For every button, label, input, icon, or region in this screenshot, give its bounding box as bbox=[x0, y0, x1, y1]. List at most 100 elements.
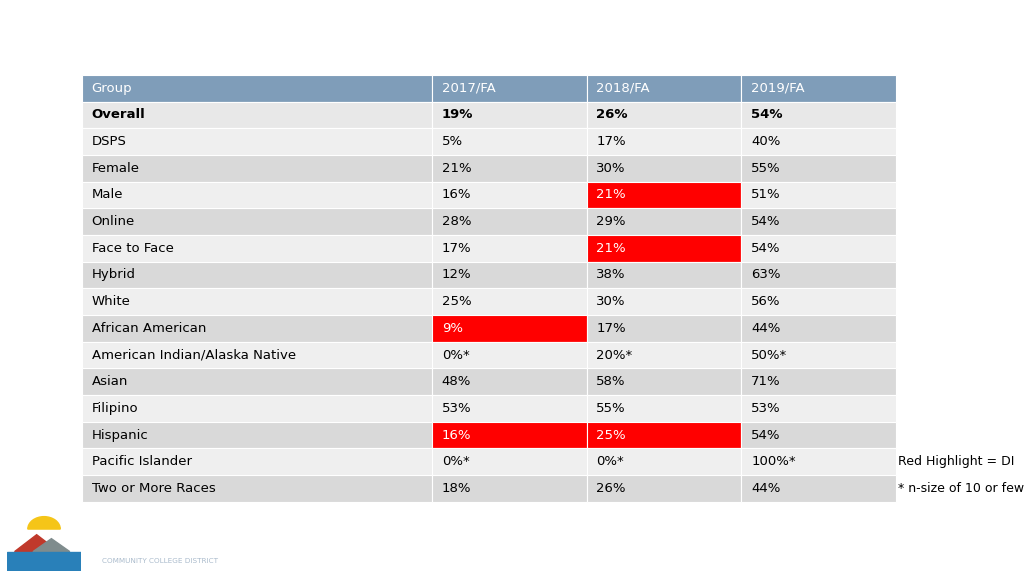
Text: 44%: 44% bbox=[751, 482, 780, 495]
FancyBboxPatch shape bbox=[82, 289, 432, 315]
FancyBboxPatch shape bbox=[432, 128, 587, 155]
FancyBboxPatch shape bbox=[587, 289, 741, 315]
FancyBboxPatch shape bbox=[82, 395, 432, 422]
FancyBboxPatch shape bbox=[587, 262, 741, 289]
FancyBboxPatch shape bbox=[432, 235, 587, 262]
Text: 50%*: 50%* bbox=[751, 348, 787, 362]
FancyBboxPatch shape bbox=[587, 342, 741, 369]
FancyBboxPatch shape bbox=[741, 448, 896, 475]
Text: Face to Face: Face to Face bbox=[92, 242, 173, 255]
FancyBboxPatch shape bbox=[587, 422, 741, 448]
Text: 25%: 25% bbox=[441, 295, 471, 308]
FancyBboxPatch shape bbox=[741, 75, 896, 101]
FancyBboxPatch shape bbox=[82, 342, 432, 369]
Text: 21%: 21% bbox=[596, 242, 626, 255]
Text: COMMUNITY COLLEGE DISTRICT: COMMUNITY COLLEGE DISTRICT bbox=[102, 558, 218, 564]
FancyBboxPatch shape bbox=[587, 475, 741, 502]
Text: 55%: 55% bbox=[596, 402, 626, 415]
FancyBboxPatch shape bbox=[587, 235, 741, 262]
Text: White: White bbox=[92, 295, 131, 308]
Wedge shape bbox=[28, 517, 60, 529]
Text: 5%: 5% bbox=[441, 135, 463, 148]
Text: 71%: 71% bbox=[751, 375, 780, 388]
Text: 2019/FA: 2019/FA bbox=[751, 82, 805, 94]
FancyBboxPatch shape bbox=[432, 315, 587, 342]
FancyBboxPatch shape bbox=[741, 422, 896, 448]
Text: 20%*: 20%* bbox=[596, 348, 633, 362]
FancyBboxPatch shape bbox=[741, 342, 896, 369]
FancyBboxPatch shape bbox=[432, 448, 587, 475]
FancyBboxPatch shape bbox=[82, 181, 432, 209]
FancyBboxPatch shape bbox=[741, 369, 896, 395]
FancyBboxPatch shape bbox=[741, 209, 896, 235]
FancyBboxPatch shape bbox=[82, 369, 432, 395]
Text: 28%: 28% bbox=[441, 215, 471, 228]
Text: 30%: 30% bbox=[596, 162, 626, 175]
Text: American Indian/Alaska Native: American Indian/Alaska Native bbox=[92, 348, 296, 362]
Text: Pacific Islander: Pacific Islander bbox=[92, 455, 191, 468]
FancyBboxPatch shape bbox=[587, 101, 741, 128]
FancyBboxPatch shape bbox=[432, 342, 587, 369]
Bar bbox=[7, 552, 81, 571]
FancyBboxPatch shape bbox=[82, 209, 432, 235]
Text: 16%: 16% bbox=[441, 429, 471, 442]
Text: 55%: 55% bbox=[751, 162, 780, 175]
Text: 100%*: 100%* bbox=[751, 455, 796, 468]
FancyBboxPatch shape bbox=[741, 475, 896, 502]
FancyBboxPatch shape bbox=[82, 155, 432, 181]
FancyBboxPatch shape bbox=[741, 289, 896, 315]
Text: 44%: 44% bbox=[751, 322, 780, 335]
FancyBboxPatch shape bbox=[82, 262, 432, 289]
FancyBboxPatch shape bbox=[587, 128, 741, 155]
FancyBboxPatch shape bbox=[82, 475, 432, 502]
Text: 38%: 38% bbox=[596, 268, 626, 282]
Text: 17%: 17% bbox=[596, 322, 626, 335]
FancyBboxPatch shape bbox=[587, 75, 741, 101]
FancyBboxPatch shape bbox=[82, 128, 432, 155]
FancyBboxPatch shape bbox=[432, 209, 587, 235]
FancyBboxPatch shape bbox=[741, 395, 896, 422]
Text: * n-size of 10 or fewer: * n-size of 10 or fewer bbox=[898, 482, 1024, 495]
FancyBboxPatch shape bbox=[432, 262, 587, 289]
FancyBboxPatch shape bbox=[82, 235, 432, 262]
Text: 18%: 18% bbox=[441, 482, 471, 495]
FancyBboxPatch shape bbox=[432, 475, 587, 502]
Text: 21%: 21% bbox=[441, 162, 471, 175]
FancyBboxPatch shape bbox=[741, 101, 896, 128]
Text: 51%: 51% bbox=[751, 188, 780, 202]
Text: 25%: 25% bbox=[596, 429, 626, 442]
FancyBboxPatch shape bbox=[82, 101, 432, 128]
Text: African American: African American bbox=[92, 322, 206, 335]
Text: 0%*: 0%* bbox=[441, 455, 469, 468]
FancyBboxPatch shape bbox=[587, 181, 741, 209]
FancyBboxPatch shape bbox=[587, 155, 741, 181]
Text: 30%: 30% bbox=[596, 295, 626, 308]
Text: 63%: 63% bbox=[751, 268, 780, 282]
Text: Male: Male bbox=[92, 188, 123, 202]
FancyBboxPatch shape bbox=[82, 422, 432, 448]
FancyBboxPatch shape bbox=[741, 128, 896, 155]
FancyBboxPatch shape bbox=[432, 181, 587, 209]
FancyBboxPatch shape bbox=[432, 155, 587, 181]
Polygon shape bbox=[33, 539, 70, 552]
Text: 54%: 54% bbox=[751, 215, 780, 228]
FancyBboxPatch shape bbox=[587, 395, 741, 422]
FancyBboxPatch shape bbox=[587, 369, 741, 395]
FancyBboxPatch shape bbox=[432, 101, 587, 128]
Text: Two or More Races: Two or More Races bbox=[92, 482, 215, 495]
Text: 2017/FA: 2017/FA bbox=[441, 82, 496, 94]
FancyBboxPatch shape bbox=[432, 75, 587, 101]
Text: 53%: 53% bbox=[751, 402, 780, 415]
Text: Red Highlight = DI: Red Highlight = DI bbox=[898, 455, 1015, 468]
Text: 21%: 21% bbox=[596, 188, 626, 202]
FancyBboxPatch shape bbox=[741, 262, 896, 289]
Text: Group: Group bbox=[92, 82, 132, 94]
Text: 26%: 26% bbox=[596, 108, 628, 122]
Text: 56%: 56% bbox=[751, 295, 780, 308]
Text: 40%: 40% bbox=[751, 135, 780, 148]
FancyBboxPatch shape bbox=[432, 369, 587, 395]
FancyBboxPatch shape bbox=[587, 448, 741, 475]
Text: 16%: 16% bbox=[441, 188, 471, 202]
FancyBboxPatch shape bbox=[741, 155, 896, 181]
Text: 17%: 17% bbox=[441, 242, 471, 255]
